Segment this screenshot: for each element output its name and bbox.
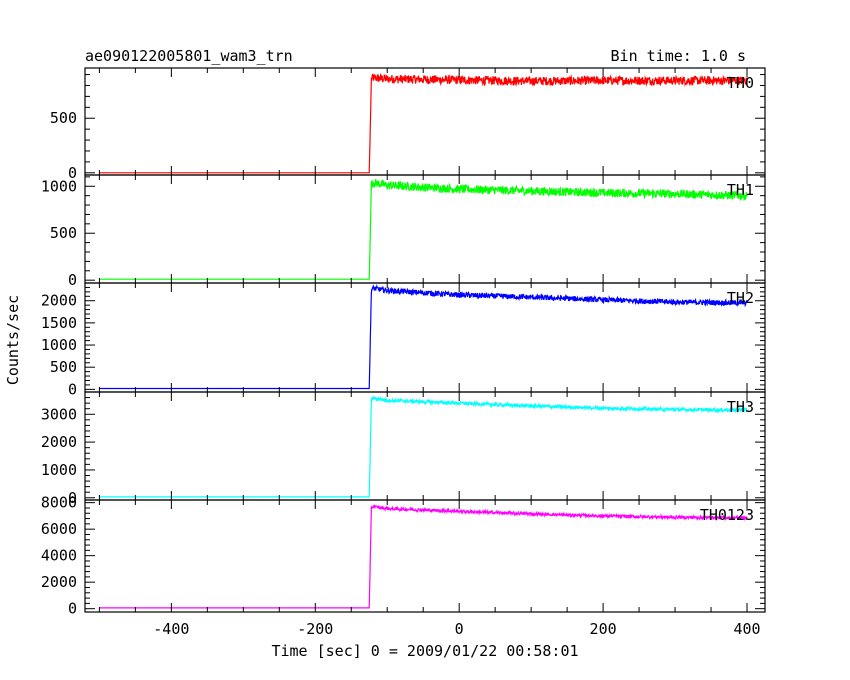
panel-th0: 0 500 TH0 [50, 67, 766, 182]
y-tick-label: 1000 [41, 177, 77, 195]
panel-th2: 0 500 1000 1500 2000 TH2 [41, 282, 766, 398]
y-tick-label: 2000 [41, 292, 77, 310]
y-tick-label: 0 [68, 489, 77, 507]
y-tick-label: 500 [50, 109, 77, 127]
panel-th0123: 0 2000 4000 6000 8000 TH0123 [41, 494, 766, 618]
y-tick-label: 0 [68, 271, 77, 289]
series-line-th0 [99, 73, 748, 174]
x-tick-label: 0 [455, 620, 464, 638]
chart-title: ae090122005801_wam3_trn [85, 47, 293, 65]
y-tick-label: 1000 [41, 336, 77, 354]
x-tick-label: 200 [590, 620, 617, 638]
panel-label-th1: TH1 [727, 181, 754, 199]
y-tick-label: 4000 [41, 547, 77, 565]
panel-frame [84, 391, 766, 501]
panel-th3: 0 1000 2000 3000 TH3 [41, 391, 766, 507]
y-tick-label: 0 [68, 164, 77, 182]
series-line-th1 [99, 178, 748, 280]
y-tick-label: 0 [68, 380, 77, 398]
x-tick-label: -400 [153, 620, 189, 638]
y-tick-label: 500 [50, 358, 77, 376]
y-tick-label: 2000 [41, 433, 77, 451]
x-tick-label: -200 [297, 620, 333, 638]
series-line-th0123 [99, 504, 748, 609]
y-tick-label: 1500 [41, 314, 77, 332]
y-tick-label: 3000 [41, 405, 77, 423]
panel-label-th0: TH0 [727, 74, 754, 92]
y-tick-label: 2000 [41, 573, 77, 591]
series-line-th3 [99, 395, 748, 498]
panel-label-th0123: TH0123 [700, 506, 754, 524]
series-line-th2 [99, 283, 748, 390]
x-tick-label: 400 [733, 620, 760, 638]
y-tick-label: 6000 [41, 520, 77, 538]
y-tick-label: 8000 [41, 494, 77, 512]
panel-frame [84, 67, 766, 176]
x-axis-label: Time [sec] 0 = 2009/01/22 00:58:01 [271, 642, 578, 660]
y-tick-label: 500 [50, 224, 77, 242]
panel-label-th3: TH3 [727, 398, 754, 416]
panel-label-th2: TH2 [727, 289, 754, 307]
bin-time-label: Bin time: 1.0 s [611, 47, 746, 65]
panel-th1: 0 500 1000 TH1 [41, 174, 766, 289]
y-axis-label: Counts/sec [4, 295, 22, 385]
y-tick-label: 0 [68, 600, 77, 618]
y-tick-label: 1000 [41, 461, 77, 479]
